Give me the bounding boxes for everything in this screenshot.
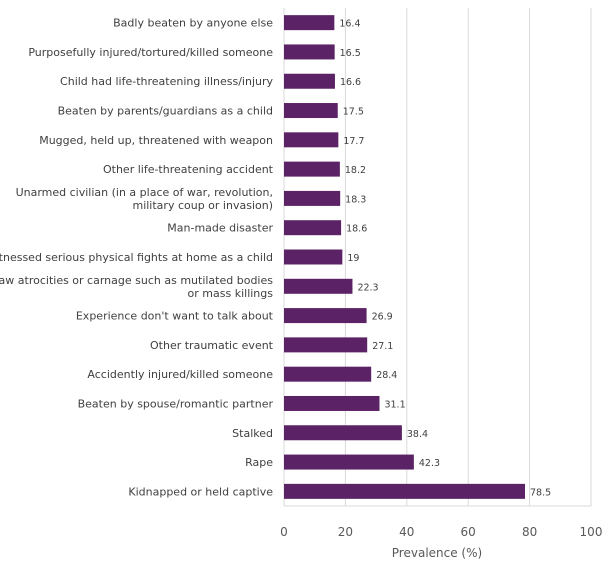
bar xyxy=(284,308,367,324)
category-label-line: Man-made disaster xyxy=(167,222,273,235)
bar xyxy=(284,425,402,441)
x-tick-label: 100 xyxy=(580,525,603,539)
category-label-line: Other traumatic event xyxy=(150,339,274,352)
category-label-line: Badly beaten by anyone else xyxy=(113,17,273,30)
bar xyxy=(284,161,340,177)
bar-value-label: 16.5 xyxy=(340,48,361,59)
category-label-line: Stalked xyxy=(232,427,273,440)
bar-value-label: 28.4 xyxy=(376,370,397,381)
category-label-line: or mass killings xyxy=(188,287,274,300)
category-label: Beaten by parents/guardians as a child xyxy=(58,105,273,118)
bar xyxy=(284,190,341,206)
bar-value-label: 22.3 xyxy=(357,282,378,293)
bar xyxy=(284,44,335,60)
category-label: Experience don't want to talk about xyxy=(76,310,274,323)
bar xyxy=(284,278,353,294)
category-label: Accidently injured/killed someone xyxy=(87,368,273,381)
x-tick-label: 80 xyxy=(522,525,537,539)
category-label: Witnessed serious physical fights at hom… xyxy=(0,251,273,264)
bar-value-label: 78.5 xyxy=(530,487,551,498)
x-axis-title: Prevalence (%) xyxy=(392,546,482,560)
x-tick-label: 60 xyxy=(461,525,476,539)
bar-value-label: 18.3 xyxy=(345,194,366,205)
bar-value-label: 17.5 xyxy=(343,107,364,118)
bar xyxy=(284,366,372,382)
category-label-line: Unarmed civilian (in a place of war, rev… xyxy=(16,186,273,199)
category-label-line: Other life-threatening accident xyxy=(103,163,274,176)
bar xyxy=(284,73,335,89)
bar-value-label: 16.6 xyxy=(340,77,361,88)
value-labels: 16.4 16.5 16.6 17.5 17.7 18.2 18.3 18.6 19 22.3 26… xyxy=(339,19,551,499)
bar-value-label: 27.1 xyxy=(372,341,393,352)
category-label-line: Saw atrocities or carnage such as mutila… xyxy=(0,274,273,287)
category-label: Other life-threatening accident xyxy=(103,163,274,176)
x-tick-label: 20 xyxy=(338,525,353,539)
category-label: Mugged, held up, threatened with weapon xyxy=(39,134,273,147)
bar-value-label: 38.4 xyxy=(407,429,428,440)
bar xyxy=(284,103,338,119)
category-label-line: Experience don't want to talk about xyxy=(76,310,274,323)
bar-value-label: 42.3 xyxy=(419,458,440,469)
x-axis-ticks: 0 20 40 60 80 100 xyxy=(280,525,602,539)
category-label: Badly beaten by anyone else xyxy=(113,17,273,30)
category-label-line: Purposefully injured/tortured/killed som… xyxy=(28,46,273,59)
bar-value-label: 17.7 xyxy=(343,136,364,147)
category-label-line: Rape xyxy=(245,456,273,469)
category-label: Child had life-threatening illness/injur… xyxy=(60,75,273,88)
category-label-line: Witnessed serious physical fights at hom… xyxy=(0,251,273,264)
category-label-line: Child had life-threatening illness/injur… xyxy=(60,75,273,88)
x-tick-label: 40 xyxy=(399,525,414,539)
bar-value-label: 31.1 xyxy=(384,399,405,410)
x-tick-label: 0 xyxy=(280,525,288,539)
bar xyxy=(284,15,335,31)
category-label-line: Mugged, held up, threatened with weapon xyxy=(39,134,273,147)
bar-value-label: 19 xyxy=(347,253,359,264)
category-label: Unarmed civilian (in a place of war, rev… xyxy=(16,186,273,212)
bar xyxy=(284,220,342,236)
bar xyxy=(284,132,339,148)
category-labels: Badly beaten by anyone else Purposefully … xyxy=(0,17,274,499)
category-label-line: Beaten by parents/guardians as a child xyxy=(58,105,273,118)
category-label: Other traumatic event xyxy=(150,339,274,352)
bar-value-label: 18.2 xyxy=(345,165,366,176)
bar xyxy=(284,249,343,265)
category-label-line: Kidnapped or held captive xyxy=(128,485,273,498)
bar xyxy=(284,454,414,470)
category-label: Stalked xyxy=(232,427,273,440)
bar xyxy=(284,483,525,499)
grid xyxy=(283,8,592,507)
bar-value-label: 18.6 xyxy=(346,224,367,235)
bar-value-label: 16.4 xyxy=(339,19,360,30)
category-label-line: Beaten by spouse/romantic partner xyxy=(78,397,274,410)
bars xyxy=(284,15,525,499)
category-label: Saw atrocities or carnage such as mutila… xyxy=(0,274,273,300)
bar-value-label: 26.9 xyxy=(372,312,393,323)
bar xyxy=(284,337,368,353)
category-label-line: Accidently injured/killed someone xyxy=(87,368,273,381)
category-label-line: military coup or invasion) xyxy=(132,199,273,212)
category-label: Beaten by spouse/romantic partner xyxy=(78,397,274,410)
category-label: Kidnapped or held captive xyxy=(128,485,273,498)
category-label: Man-made disaster xyxy=(167,222,273,235)
bar xyxy=(284,395,380,411)
category-label: Rape xyxy=(245,456,273,469)
category-label: Purposefully injured/tortured/killed som… xyxy=(28,46,273,59)
